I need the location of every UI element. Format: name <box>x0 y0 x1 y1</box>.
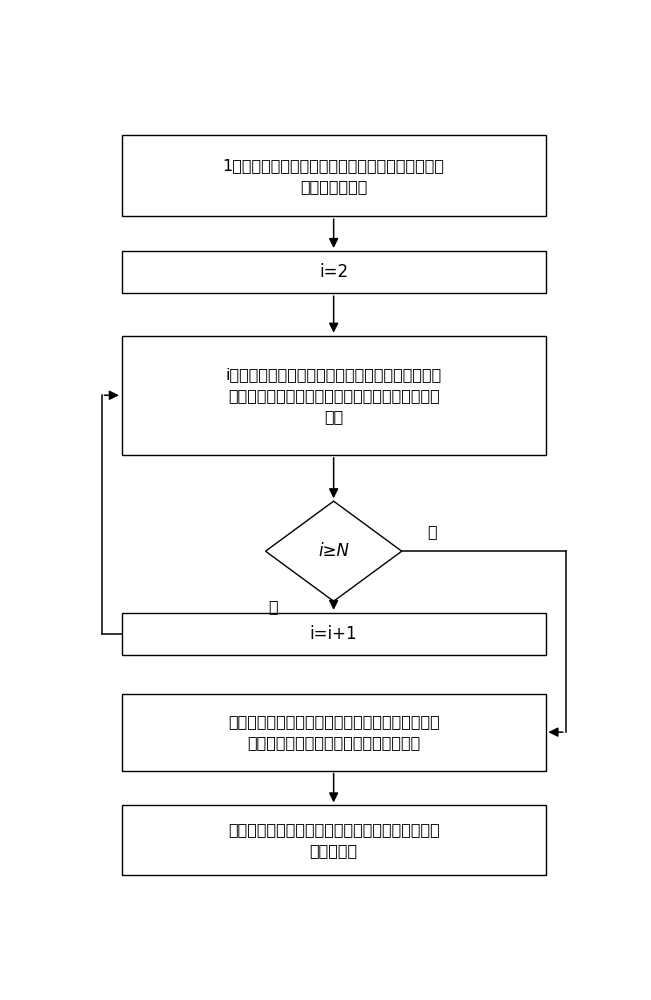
Text: 对用户数据连同各级编码产生的校验数据以及部分
嵌入式数据进行相位编码并组织成数据页: 对用户数据连同各级编码产生的校验数据以及部分 嵌入式数据进行相位编码并组织成数据… <box>228 714 439 750</box>
Polygon shape <box>122 336 546 455</box>
Text: 1级译码：将用户数据作为码字进行纠错编码，产生
相应的校验数据: 1级译码：将用户数据作为码字进行纠错编码，产生 相应的校验数据 <box>223 158 445 194</box>
Text: 将数据页记录进相位调制型全息存储系统中的全息
存储材料中: 将数据页记录进相位调制型全息存储系统中的全息 存储材料中 <box>228 822 439 858</box>
Text: 是: 是 <box>427 524 437 539</box>
Text: i=2: i=2 <box>319 263 348 281</box>
Polygon shape <box>122 805 546 875</box>
Text: i≥N: i≥N <box>318 542 349 560</box>
Text: 否: 否 <box>268 600 278 615</box>
Polygon shape <box>122 694 546 771</box>
Polygon shape <box>122 251 546 293</box>
Polygon shape <box>122 613 546 655</box>
Polygon shape <box>266 501 402 601</box>
Polygon shape <box>122 135 546 216</box>
Text: i级编码：选取部分用户数据和部分嵌入式数据组成
码字，并对该码字进行纠错编码，产生相应的校验
数据: i级编码：选取部分用户数据和部分嵌入式数据组成 码字，并对该码字进行纠错编码，产… <box>225 367 442 424</box>
Text: i=i+1: i=i+1 <box>310 625 357 643</box>
